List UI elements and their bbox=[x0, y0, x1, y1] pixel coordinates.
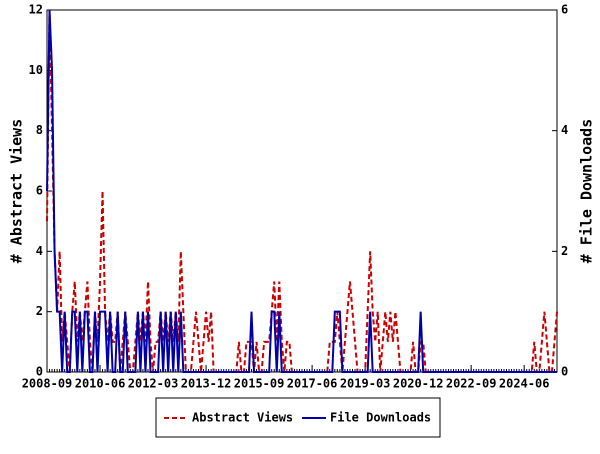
y-tick-label: 0 bbox=[36, 365, 43, 379]
x-tick-label: 2024-06 bbox=[499, 377, 550, 391]
x-tick-label: 2010-06 bbox=[75, 377, 126, 391]
y2-tick-label: 2 bbox=[561, 244, 568, 258]
y-tick-label: 4 bbox=[36, 244, 43, 258]
x-tick-label: 2015-09 bbox=[234, 377, 285, 391]
x-tick-label: 2013-12 bbox=[181, 377, 232, 391]
plot-frame bbox=[46, 9, 558, 373]
legend-label: File Downloads bbox=[330, 411, 431, 425]
y2-axis-label: # File Downloads bbox=[578, 119, 596, 264]
y-tick-label: 8 bbox=[36, 123, 43, 137]
series-line bbox=[46, 9, 558, 373]
x-tick-label: 2012-03 bbox=[128, 377, 179, 391]
legend-box bbox=[155, 397, 441, 438]
y-tick-label: 10 bbox=[29, 63, 43, 77]
y-axis-label: # Abstract Views bbox=[8, 119, 26, 264]
y-tick-label: 6 bbox=[36, 184, 43, 198]
x-tick-label: 2020-12 bbox=[393, 377, 444, 391]
y2-tick-label: 6 bbox=[561, 3, 568, 17]
x-tick-label: 2017-06 bbox=[287, 377, 338, 391]
legend-label: Abstract Views bbox=[192, 411, 293, 425]
y-tick-label: 2 bbox=[36, 304, 43, 318]
y2-tick-label: 0 bbox=[561, 365, 568, 379]
x-tick-label: 2019-03 bbox=[340, 377, 391, 391]
series-line bbox=[46, 9, 557, 373]
x-tick-label: 2008-09 bbox=[22, 377, 73, 391]
y2-tick-label: 4 bbox=[561, 123, 568, 137]
y-tick-label: 12 bbox=[29, 3, 43, 17]
x-tick-label: 2022-09 bbox=[446, 377, 497, 391]
